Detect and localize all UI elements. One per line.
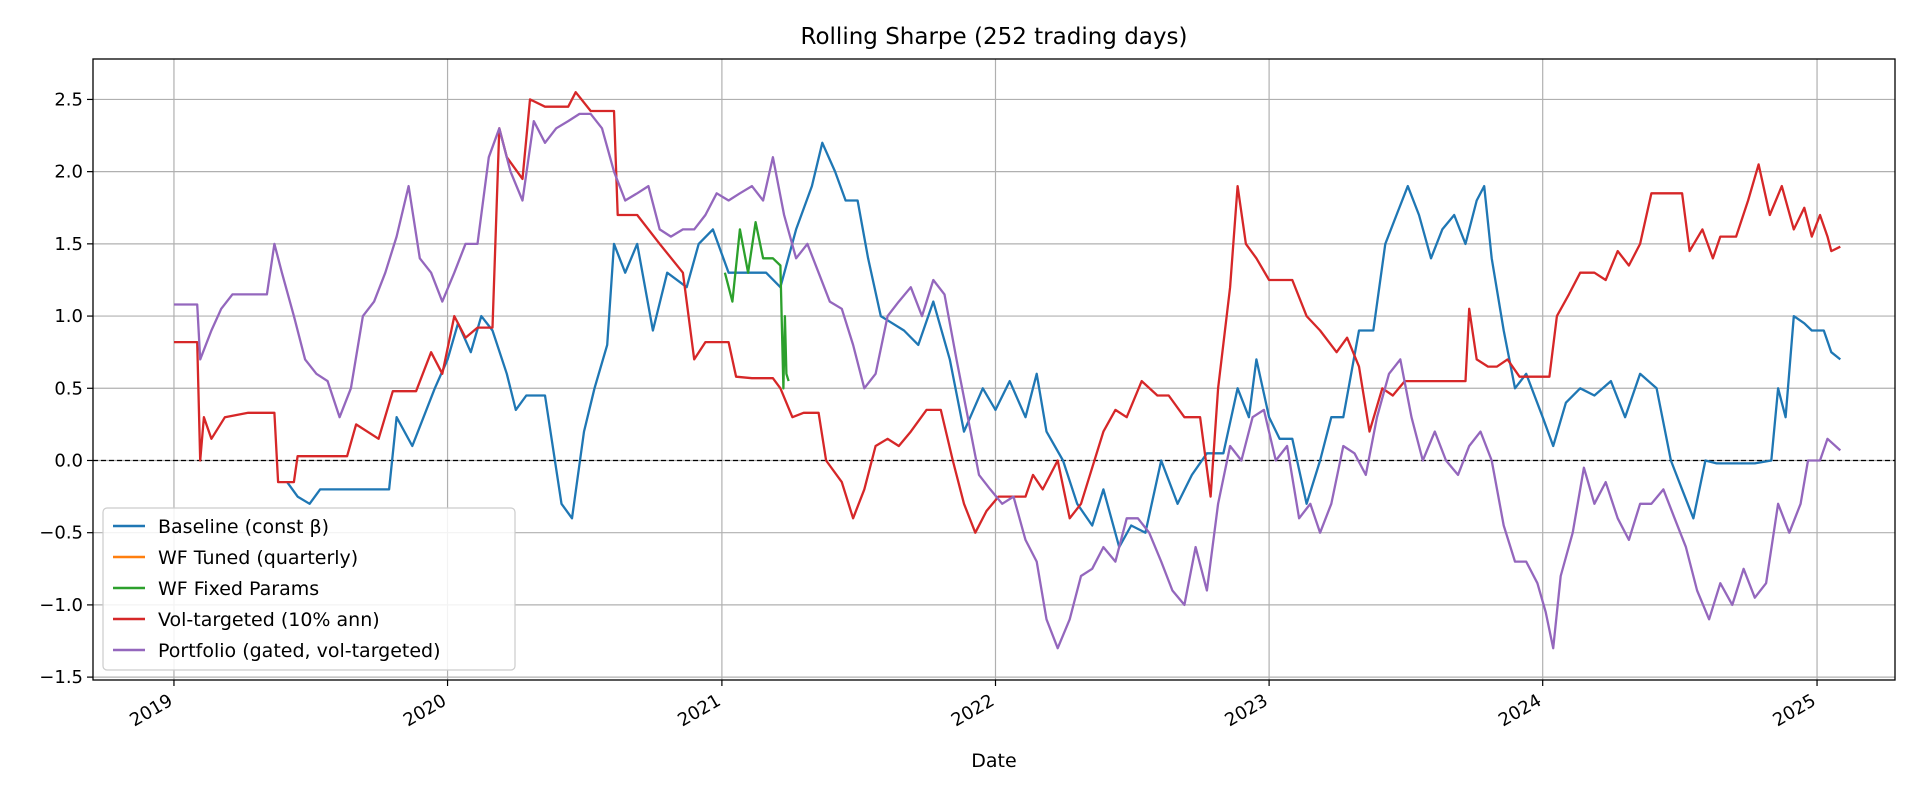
legend-entry: WF Fixed Params — [158, 578, 319, 600]
legend-entry: WF Tuned (quarterly) — [158, 547, 358, 569]
legend: Baseline (const β) WF Tuned (quarterly) WF… — [102, 507, 516, 671]
y-tick-label: 1.5 — [54, 234, 83, 255]
chart-title: Rolling Sharpe (252 trading days) — [801, 24, 1188, 50]
y-tick-label: −1.0 — [39, 595, 83, 616]
legend-entry: Vol-targeted (10% ann) — [158, 609, 380, 631]
series-line-1 — [286, 141, 1842, 549]
y-tick-label: −0.5 — [39, 523, 83, 544]
plot-series — [174, 91, 1842, 650]
series-line-3 — [723, 221, 790, 390]
y-axis-ticks: −1.5 −1.0 −0.5 0.0 0.5 1.0 1.5 2.0 2.5 — [39, 89, 93, 688]
x-axis-label: Date — [971, 750, 1016, 772]
series-line-4 — [174, 91, 1841, 534]
legend-entry: Baseline (const β) — [158, 516, 329, 538]
y-tick-label: 0.0 — [54, 450, 83, 471]
legend-box — [102, 507, 516, 671]
series-line-5 — [174, 112, 1842, 650]
legend-entry: Portfolio (gated, vol-targeted) — [158, 640, 441, 662]
y-tick-label: 2.0 — [54, 162, 83, 183]
plot-frame — [92, 58, 1896, 681]
y-tick-label: 0.5 — [54, 378, 83, 399]
y-tick-label: −1.5 — [39, 667, 83, 688]
y-tick-label: 2.5 — [54, 89, 83, 110]
y-tick-label: 1.0 — [54, 306, 83, 327]
